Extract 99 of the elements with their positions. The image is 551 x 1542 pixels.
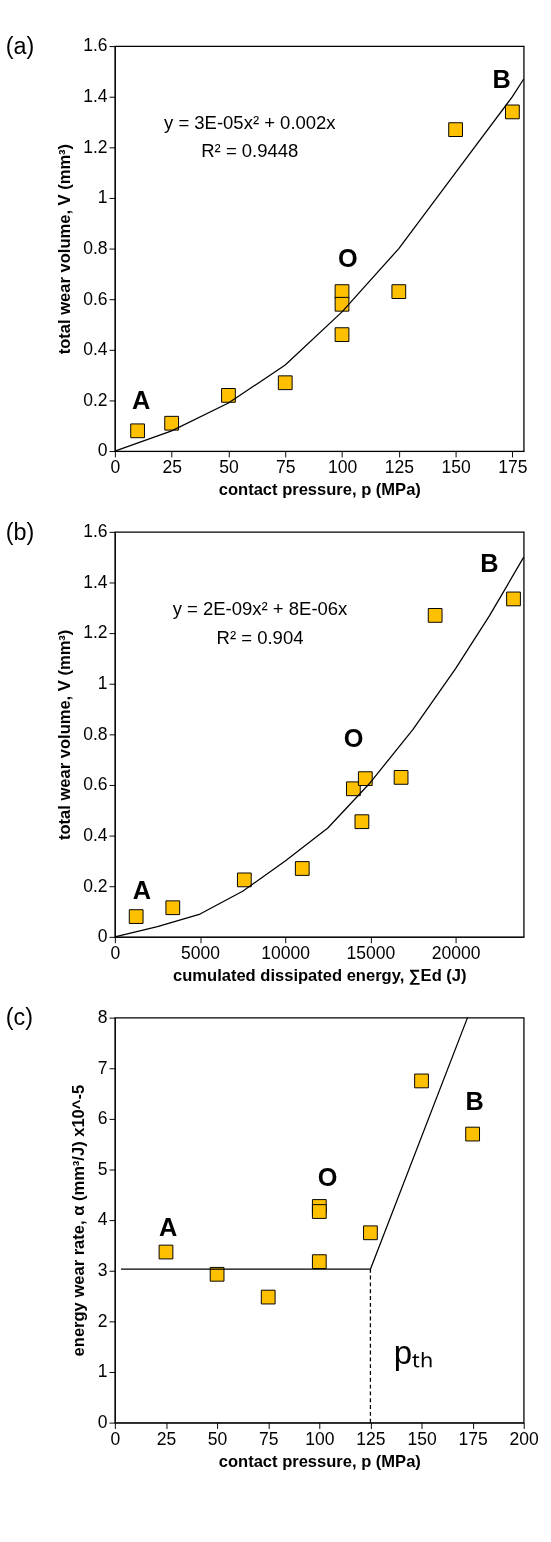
y-tick-label: 1.2 (83, 622, 108, 643)
point (294, 861, 310, 876)
point (357, 771, 373, 787)
y-tick-label: 0.4 (83, 824, 108, 845)
point (311, 1254, 327, 1270)
x-axis-title: contact pressure, p (MPa) (218, 1451, 421, 1471)
chart-title: (b) (5, 518, 35, 545)
annotation: O (338, 243, 358, 272)
y-tick-label: 4 (97, 1209, 108, 1230)
y-tick-label: 1.2 (83, 136, 108, 157)
y-tick-label: 0.2 (83, 389, 108, 410)
annotation: y = 3E-05x² + 0.002x (163, 111, 337, 133)
y-tick-label: 0.8 (83, 237, 108, 258)
annotation: R² = 0.9448 (201, 140, 299, 162)
x-tick-label: 0 (110, 942, 121, 963)
point (465, 1126, 481, 1142)
annotation: A (132, 876, 151, 905)
point (448, 122, 463, 137)
y-tick-label: 0.6 (83, 774, 108, 795)
y-tick-label: 1.6 (83, 521, 108, 542)
point (236, 872, 252, 888)
point (414, 1073, 429, 1089)
y-tick-label: 0 (97, 926, 108, 947)
x-tick-label: 15000 (346, 942, 396, 963)
point (346, 781, 361, 797)
point (363, 1225, 378, 1241)
point (427, 608, 443, 623)
x-tick-label: 175 (498, 456, 528, 477)
annotation: y = 2E-09x² + 8E-06x (172, 597, 349, 619)
y-tick-label: 2 (97, 1310, 108, 1331)
point (260, 1289, 276, 1305)
x-tick-label: 10000 (261, 942, 311, 963)
point (505, 104, 520, 120)
y-tick-label: 6 (97, 1108, 108, 1129)
annotation: O (317, 1163, 338, 1192)
x-tick-label: 200 (509, 1428, 540, 1449)
y-tick-label: 0.6 (83, 288, 108, 309)
point (164, 415, 180, 431)
x-tick-label: 50 (207, 1428, 228, 1449)
x-tick-label: 75 (258, 1428, 279, 1449)
y-axis-title: total wear volume, V (mm³) (54, 629, 74, 841)
x-tick-label: 125 (384, 456, 414, 477)
point (221, 388, 236, 403)
y-tick-label: 3 (97, 1260, 108, 1281)
y-tick-label: 0.8 (83, 723, 108, 744)
y-tick-label: 1.6 (83, 35, 108, 56)
y-tick-label: 1 (97, 187, 108, 208)
y-tick-label: 8 (97, 1007, 108, 1027)
y-tick-label: 5 (97, 1158, 108, 1179)
annotation: B (492, 64, 511, 93)
x-tick-label: 25 (156, 1428, 177, 1449)
x-tick-label: 100 (327, 456, 358, 477)
point (334, 296, 350, 312)
x-tick-label: 75 (275, 456, 296, 477)
point (506, 591, 521, 607)
x-axis-title: contact pressure, p (MPa) (218, 480, 421, 500)
point (311, 1204, 327, 1219)
chart-title: (c) (5, 1004, 34, 1031)
x-tick-label: 150 (407, 1428, 437, 1449)
y-axis-title: energy wear rate, α (mm³/J) x10^-5 (69, 1084, 89, 1357)
y-tick-label: 7 (97, 1057, 108, 1078)
annotation: R² = 0.904 (216, 627, 304, 649)
point (334, 327, 350, 343)
point (393, 770, 409, 785)
chart-title: (a) (5, 32, 35, 59)
y-axis-title: total wear volume, V (mm³) (54, 143, 74, 355)
y-tick-label: 0 (97, 1411, 108, 1432)
point (158, 1244, 174, 1260)
y-tick-label: 1 (97, 673, 108, 694)
y-tick-label: 1 (97, 1361, 108, 1382)
point (165, 900, 181, 916)
x-tick-label: 5000 (181, 942, 221, 963)
x-tick-label: 100 (305, 1428, 335, 1449)
annotation: B (480, 549, 499, 578)
annotation: O (343, 724, 364, 753)
point (277, 375, 293, 391)
x-tick-label: 25 (162, 456, 182, 477)
x-tick-label: 0 (110, 456, 121, 477)
x-tick-label: 150 (441, 456, 471, 477)
x-tick-label: 125 (356, 1428, 386, 1449)
y-tick-label: 0.4 (83, 339, 108, 360)
point (354, 814, 370, 830)
annotation: B (465, 1087, 484, 1116)
x-tick-label: 175 (458, 1428, 488, 1449)
annotation: pₜₕ (393, 1333, 434, 1371)
annotation: A (131, 385, 151, 414)
annotation: A (158, 1213, 178, 1242)
y-tick-label: 1.4 (83, 571, 108, 592)
x-axis-title: cumulated dissipated energy, ∑Ed (J) (173, 966, 467, 986)
point (391, 284, 407, 299)
y-tick-label: 0 (97, 440, 108, 461)
point (128, 909, 144, 924)
y-tick-label: 1.4 (83, 86, 108, 107)
x-tick-label: 50 (219, 456, 239, 477)
point (130, 423, 145, 439)
point (209, 1266, 225, 1282)
x-tick-label: 0 (110, 1428, 121, 1449)
y-tick-label: 0.2 (83, 875, 108, 896)
x-tick-label: 20000 (431, 942, 481, 963)
